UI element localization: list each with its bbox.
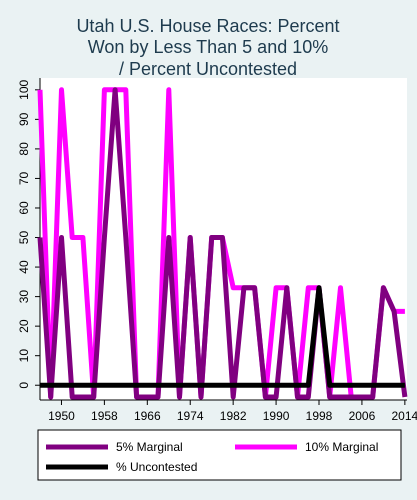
series-lines <box>37 87 408 400</box>
y-tick-label: 40 <box>17 260 31 274</box>
x-tick-label: 1974 <box>177 409 204 423</box>
x-axis-ticks: 1950 1958 1966 1974 1982 1990 1998 2006 2014 <box>48 400 417 423</box>
chart-title-line-3: / Percent Uncontested <box>119 59 297 79</box>
chart-title-line-1: Utah U.S. House Races: Percent <box>76 16 339 36</box>
y-tick-label: 50 <box>17 231 31 245</box>
x-tick-label: 1958 <box>91 409 118 423</box>
y-tick-label: 10 <box>17 349 31 363</box>
legend-label-2: % Uncontested <box>116 460 197 474</box>
legend: 5% Marginal 10% Marginal % Uncontested <box>46 440 378 474</box>
y-axis-ticks: 0 10 20 30 40 50 60 70 80 90 100 <box>17 79 40 389</box>
legend-label-0: 5% Marginal <box>116 440 183 454</box>
x-tick-label: 1990 <box>263 409 290 423</box>
legend-label-1: 10% Marginal <box>305 440 378 454</box>
y-tick-label: 80 <box>17 142 31 156</box>
x-tick-label: 1950 <box>48 409 75 423</box>
y-tick-label: 30 <box>17 290 31 304</box>
y-tick-label: 100 <box>17 79 31 99</box>
x-tick-label: 1966 <box>134 409 161 423</box>
y-tick-label: 60 <box>17 201 31 215</box>
y-tick-label: 0 <box>17 382 31 389</box>
x-tick-label: 1998 <box>306 409 333 423</box>
x-tick-label: 2006 <box>349 409 376 423</box>
series-line-2 <box>40 285 405 388</box>
chart-title-line-2: Won by Less Than 5 and 10% <box>88 37 329 57</box>
legend-box <box>37 429 402 481</box>
series-line-0 <box>37 87 408 400</box>
y-tick-label: 70 <box>17 171 31 185</box>
y-tick-label: 90 <box>17 112 31 126</box>
x-tick-label: 1982 <box>220 409 247 423</box>
x-tick-label: 2014 <box>392 409 417 423</box>
y-tick-label: 20 <box>17 319 31 333</box>
